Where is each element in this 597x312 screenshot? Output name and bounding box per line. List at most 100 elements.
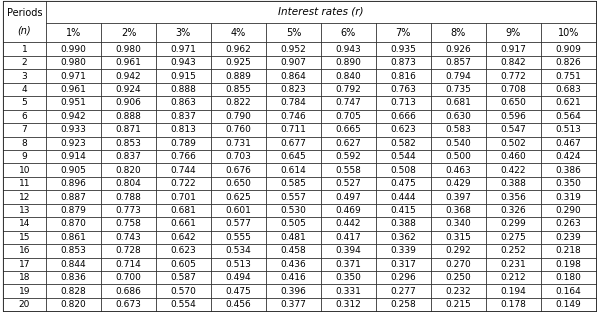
Text: 0.935: 0.935: [390, 45, 416, 54]
Bar: [101, 177, 156, 190]
Text: 0.933: 0.933: [60, 125, 87, 134]
Bar: [321, 258, 376, 271]
Text: 0.879: 0.879: [60, 206, 87, 215]
Text: 0.530: 0.530: [281, 206, 306, 215]
Text: 11: 11: [19, 179, 30, 188]
Text: 0.971: 0.971: [60, 71, 87, 80]
Bar: [486, 244, 541, 258]
Bar: [211, 150, 266, 163]
Text: 0.415: 0.415: [390, 206, 416, 215]
Text: 0.621: 0.621: [555, 99, 581, 107]
Bar: [3, 244, 46, 258]
Bar: [321, 110, 376, 123]
Bar: [101, 42, 156, 56]
Text: 0.422: 0.422: [500, 166, 526, 175]
Bar: [3, 177, 46, 190]
Bar: [321, 298, 376, 311]
Text: 20: 20: [19, 300, 30, 309]
Text: 0.436: 0.436: [281, 260, 306, 269]
Text: 1%: 1%: [66, 28, 81, 38]
Bar: [46, 42, 101, 56]
Bar: [376, 110, 431, 123]
Bar: [46, 83, 101, 96]
Text: 0.508: 0.508: [390, 166, 416, 175]
Bar: [156, 271, 211, 285]
Bar: [431, 244, 486, 258]
Text: 0.212: 0.212: [500, 273, 526, 282]
Bar: [541, 96, 596, 110]
Bar: [101, 123, 156, 137]
Text: 0.215: 0.215: [445, 300, 471, 309]
Text: 0.587: 0.587: [171, 273, 196, 282]
Text: 0.792: 0.792: [336, 85, 361, 94]
Bar: [101, 83, 156, 96]
Bar: [376, 96, 431, 110]
Bar: [3, 150, 46, 163]
Text: 0.497: 0.497: [336, 193, 361, 202]
Bar: [486, 298, 541, 311]
Bar: [211, 271, 266, 285]
Bar: [431, 190, 486, 204]
Text: 0.747: 0.747: [336, 99, 361, 107]
Text: 0.677: 0.677: [281, 139, 306, 148]
Bar: [46, 285, 101, 298]
Text: 6%: 6%: [341, 28, 356, 38]
Bar: [376, 258, 431, 271]
Bar: [431, 42, 486, 56]
Text: 0.871: 0.871: [115, 125, 141, 134]
Bar: [431, 123, 486, 137]
Bar: [486, 217, 541, 231]
Bar: [46, 137, 101, 150]
Bar: [541, 110, 596, 123]
Bar: [266, 163, 321, 177]
Bar: [211, 231, 266, 244]
Bar: [211, 204, 266, 217]
Text: 0.475: 0.475: [390, 179, 416, 188]
Text: Periods: Periods: [7, 8, 42, 18]
Text: 0.232: 0.232: [445, 287, 471, 296]
Text: 0.760: 0.760: [226, 125, 251, 134]
Text: 0.456: 0.456: [226, 300, 251, 309]
Text: 0.826: 0.826: [555, 58, 581, 67]
Bar: [431, 204, 486, 217]
Bar: [156, 69, 211, 83]
Text: 0.837: 0.837: [115, 152, 141, 161]
Bar: [541, 137, 596, 150]
Text: 0.822: 0.822: [226, 99, 251, 107]
Text: 0.252: 0.252: [500, 246, 526, 255]
Text: 0.713: 0.713: [390, 99, 416, 107]
Text: 0.666: 0.666: [390, 112, 416, 121]
Text: 0.513: 0.513: [226, 260, 251, 269]
Bar: [101, 56, 156, 69]
Text: 0.942: 0.942: [116, 71, 141, 80]
Bar: [321, 42, 376, 56]
Bar: [266, 96, 321, 110]
Text: 10%: 10%: [558, 28, 579, 38]
Bar: [266, 258, 321, 271]
Text: 0.386: 0.386: [555, 166, 581, 175]
Text: 0.790: 0.790: [226, 112, 251, 121]
Text: 0.463: 0.463: [445, 166, 471, 175]
Bar: [101, 110, 156, 123]
Text: 4: 4: [21, 85, 27, 94]
Text: 0.592: 0.592: [336, 152, 361, 161]
Text: 0.962: 0.962: [226, 45, 251, 54]
Bar: [541, 190, 596, 204]
Bar: [211, 23, 266, 42]
Bar: [46, 163, 101, 177]
Bar: [156, 258, 211, 271]
Text: 0.180: 0.180: [555, 273, 581, 282]
Bar: [211, 56, 266, 69]
Text: 0.914: 0.914: [60, 152, 87, 161]
Text: 10: 10: [19, 166, 30, 175]
Bar: [541, 56, 596, 69]
Bar: [431, 163, 486, 177]
Bar: [486, 56, 541, 69]
Text: 0.397: 0.397: [445, 193, 471, 202]
Bar: [431, 110, 486, 123]
Bar: [46, 69, 101, 83]
Bar: [266, 56, 321, 69]
Text: 0.218: 0.218: [555, 246, 581, 255]
Text: 0.596: 0.596: [500, 112, 527, 121]
Bar: [486, 231, 541, 244]
